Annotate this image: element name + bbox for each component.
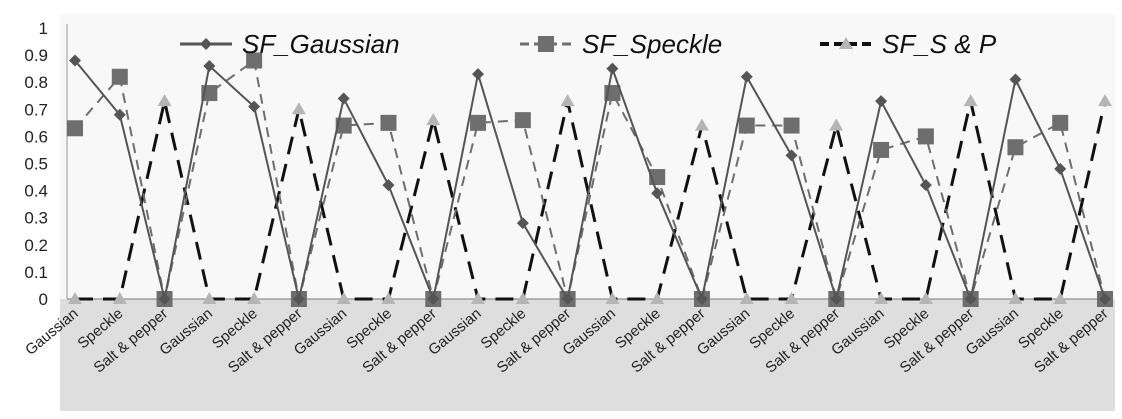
data-point xyxy=(560,94,575,107)
legend-marker xyxy=(538,36,554,52)
legend-label: SF_S & P xyxy=(882,29,997,59)
data-point xyxy=(291,102,306,115)
data-point xyxy=(784,292,799,304)
data-point xyxy=(336,292,351,304)
y-tick-label: 1 xyxy=(39,19,48,38)
legend: SF_Gaussian SF_Speckle SF_S & P xyxy=(180,29,997,59)
data-point xyxy=(516,217,529,230)
plot-background xyxy=(60,14,1115,299)
data-point xyxy=(113,108,126,121)
data-point xyxy=(1008,292,1023,304)
data-point xyxy=(381,292,396,304)
data-point xyxy=(606,62,619,75)
data-point xyxy=(963,94,978,107)
series-line xyxy=(75,99,1107,301)
data-point xyxy=(1052,114,1069,131)
data-point xyxy=(1098,94,1112,107)
data-point xyxy=(112,292,127,304)
data-point xyxy=(427,293,440,305)
y-tick-label: 0.9 xyxy=(24,46,48,65)
data-point xyxy=(292,293,305,305)
data-point xyxy=(1054,162,1067,175)
legend-entry: SF_S & P xyxy=(820,29,997,59)
data-point xyxy=(605,292,620,304)
y-tick-label: 0.1 xyxy=(24,263,48,282)
xlabel-band xyxy=(60,299,1115,411)
y-tick-label: 0.2 xyxy=(24,236,48,255)
data-point xyxy=(1099,293,1111,305)
data-point xyxy=(246,52,263,69)
data-point xyxy=(202,292,217,304)
data-point xyxy=(247,292,262,304)
data-point xyxy=(739,292,754,304)
y-tick-label: 0 xyxy=(39,290,48,309)
data-point xyxy=(337,92,350,105)
data-point xyxy=(335,117,352,134)
data-point xyxy=(918,292,933,304)
data-point xyxy=(68,292,82,304)
data-point xyxy=(651,187,664,200)
data-point xyxy=(470,114,487,131)
data-point xyxy=(1007,139,1024,156)
data-point xyxy=(380,114,397,131)
y-tick-label: 0.3 xyxy=(24,209,48,228)
data-point xyxy=(917,128,934,145)
legend-entry: SF_Speckle xyxy=(520,29,722,59)
data-point xyxy=(650,292,665,304)
series-2 xyxy=(68,94,1112,304)
y-tick-label: 0.8 xyxy=(24,73,48,92)
y-tick-label: 0.4 xyxy=(24,182,48,201)
data-point xyxy=(875,95,888,108)
data-point xyxy=(471,292,486,304)
data-point xyxy=(426,113,441,126)
data-point xyxy=(1009,73,1022,86)
data-point xyxy=(738,117,755,134)
data-point xyxy=(964,293,977,305)
data-point xyxy=(69,54,81,67)
legend-marker xyxy=(839,37,853,49)
data-point xyxy=(472,68,485,81)
data-point xyxy=(561,293,574,305)
series-0 xyxy=(69,54,1111,305)
legend-label: SF_Gaussian xyxy=(242,29,400,59)
data-point xyxy=(157,94,172,107)
data-point xyxy=(203,59,216,72)
data-point xyxy=(829,118,844,131)
legend-entry: SF_Gaussian xyxy=(180,29,400,59)
data-point xyxy=(919,179,932,192)
data-point xyxy=(248,100,261,113)
data-point xyxy=(1053,292,1068,304)
y-tick-label: 0.6 xyxy=(24,127,48,146)
data-point xyxy=(830,293,843,305)
legend-marker xyxy=(200,38,212,50)
y-axis: 0 0.1 0.2 0.3 0.4 0.5 0.6 0.7 0.8 0.9 1 xyxy=(24,19,68,309)
data-point xyxy=(785,149,798,162)
data-point xyxy=(158,293,171,305)
data-point xyxy=(873,141,890,158)
data-point xyxy=(382,179,395,192)
data-point xyxy=(111,68,128,85)
data-point xyxy=(783,117,800,134)
data-point xyxy=(740,70,753,83)
data-point xyxy=(514,112,531,129)
data-point xyxy=(67,120,83,137)
series-line xyxy=(74,59,1106,300)
y-tick-label: 0.7 xyxy=(24,100,48,119)
data-point xyxy=(515,292,530,304)
series-layer xyxy=(67,52,1113,307)
y-tick-label: 0.5 xyxy=(24,155,48,174)
legend-label: SF_Speckle xyxy=(582,29,722,59)
data-point xyxy=(694,118,709,131)
data-point xyxy=(874,292,889,304)
data-point xyxy=(695,293,708,305)
